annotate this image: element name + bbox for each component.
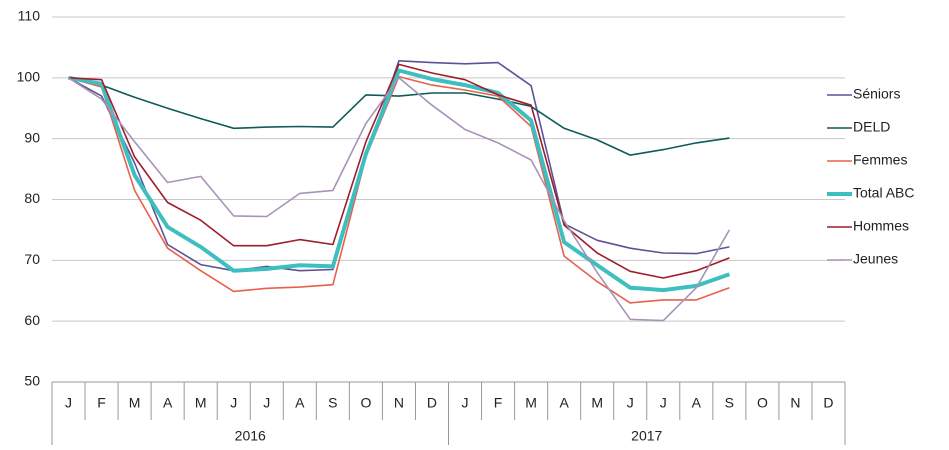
x-tick-label: O [757, 395, 768, 411]
x-tick-label: F [494, 395, 503, 411]
x-tick-label: M [195, 395, 207, 411]
x-tick-label: F [97, 395, 106, 411]
series-line [68, 60, 730, 272]
y-tick-label: 90 [24, 129, 40, 145]
x-tick-label: D [823, 395, 833, 411]
x-tick-label: S [725, 395, 734, 411]
legend-label: Femmes [853, 152, 907, 168]
x-tick-label: A [295, 395, 305, 411]
x-tick-label: A [163, 395, 173, 411]
y-tick-label: 100 [17, 69, 41, 85]
x-tick-label: J [263, 395, 270, 411]
x-group-label: 2017 [631, 428, 662, 444]
x-tick-label: M [525, 395, 537, 411]
legend-label: Hommes [853, 218, 909, 234]
x-tick-label: D [427, 395, 437, 411]
legend-label: DELD [853, 119, 890, 135]
y-tick-label: 50 [24, 373, 40, 389]
legend-label: Séniors [853, 86, 900, 102]
x-tick-label: M [591, 395, 603, 411]
x-tick-label: A [692, 395, 702, 411]
x-group-label: 2016 [235, 428, 266, 444]
y-tick-label: 110 [18, 8, 41, 24]
x-tick-label: N [790, 395, 800, 411]
x-tick-label: A [559, 395, 569, 411]
series-line [68, 63, 730, 279]
series-line [68, 68, 731, 293]
x-tick-label: J [230, 395, 237, 411]
series-line [68, 75, 730, 304]
y-tick-label: 60 [24, 312, 40, 328]
x-tick-label: M [129, 395, 141, 411]
y-tick-label: 80 [24, 190, 40, 206]
y-tick-label: 70 [24, 251, 40, 267]
x-tick-label: N [394, 395, 404, 411]
legend-label: Total ABC [853, 185, 914, 201]
series-line [68, 77, 730, 156]
x-tick-label: S [328, 395, 337, 411]
x-tick-label: O [360, 395, 371, 411]
x-tick-label: J [627, 395, 634, 411]
legend-label: Jeunes [853, 251, 898, 267]
x-tick-label: J [462, 395, 469, 411]
series-line [68, 77, 731, 322]
x-tick-label: J [660, 395, 667, 411]
x-tick-label: J [65, 395, 72, 411]
